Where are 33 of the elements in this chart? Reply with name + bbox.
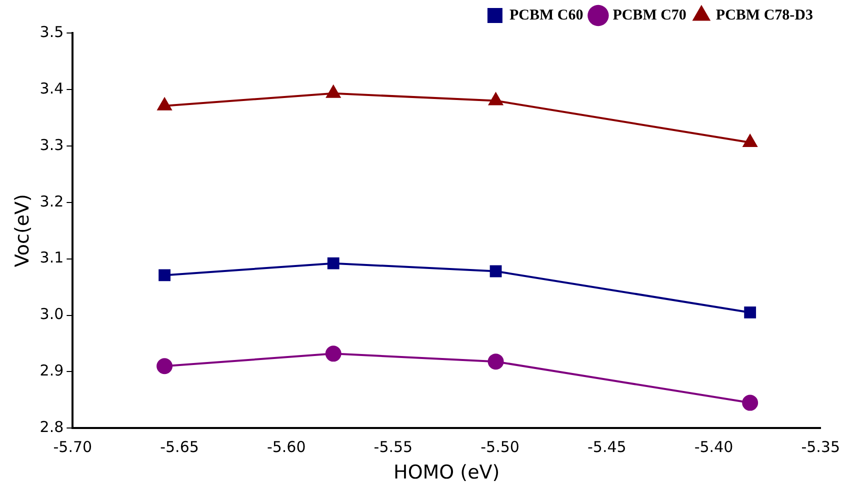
point (490, 265, 502, 278)
point (744, 306, 756, 318)
x-tick-label: -5.40 (694, 438, 734, 456)
point (325, 346, 342, 362)
y-tick-label: 3.5 (40, 22, 64, 41)
x-tick-label: -5.60 (266, 438, 306, 456)
y-tick-label: 2.8 (40, 418, 64, 436)
point (156, 358, 173, 374)
x-axis-title: HOMO (eV) (394, 462, 500, 484)
point (743, 134, 758, 148)
point (158, 269, 170, 282)
x-tick-label: -5.45 (587, 438, 626, 456)
legend-label: PCBM C78-D3 (716, 7, 814, 24)
y-tick-label: 3.0 (40, 305, 64, 324)
x-tick-label: -5.35 (801, 438, 840, 456)
y-tick-label: 3.4 (40, 79, 64, 98)
x-tick-label: -5.70 (53, 438, 92, 456)
point (326, 85, 340, 98)
point (488, 354, 504, 370)
x-tick-label: -5.50 (480, 438, 520, 456)
x-tick-label: -5.55 (374, 438, 413, 456)
point (742, 394, 758, 411)
legend-label: PCBM C60 (509, 7, 584, 24)
legend-label: PCBM C70 (612, 7, 686, 24)
point (157, 98, 172, 110)
x-tick-label: -5.65 (160, 438, 199, 456)
y-tick-label: 2.9 (40, 362, 64, 380)
point (488, 92, 503, 106)
y-tick-label: 3.2 (40, 192, 64, 210)
y-axis-title: Voc(eV) (11, 194, 34, 268)
y-tick-label: 3.3 (40, 136, 64, 154)
point (327, 257, 340, 270)
y-tick-label: 3.1 (40, 248, 64, 267)
